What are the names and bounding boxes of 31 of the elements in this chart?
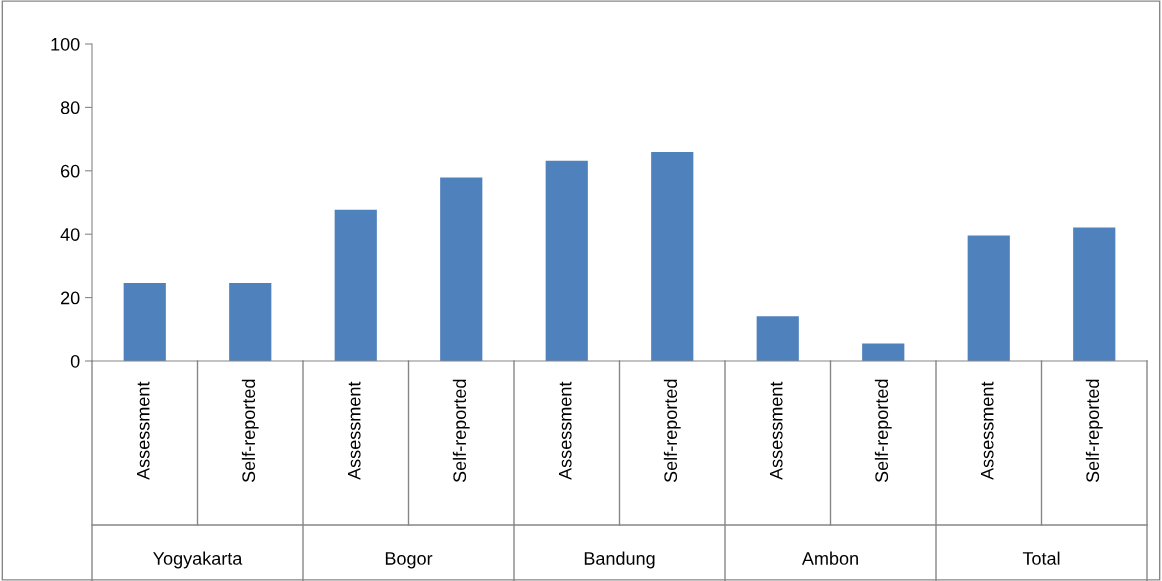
x-tick-label: Assessment xyxy=(137,381,150,480)
x-tick-label: Assessment xyxy=(348,381,361,480)
bar xyxy=(440,177,483,361)
x-tick-label: Self-reported xyxy=(1085,379,1103,483)
x-tick-label: Assessment xyxy=(559,381,572,480)
x-tick-label: Assessment xyxy=(981,381,994,480)
y-tick-label: 100 xyxy=(51,37,80,51)
bar xyxy=(756,316,799,361)
bar xyxy=(229,283,272,361)
y-tick-label: 40 xyxy=(60,228,80,241)
x-tick-label: Self-reported xyxy=(663,379,681,483)
bar xyxy=(123,283,166,361)
bar xyxy=(967,235,1010,361)
bar xyxy=(545,160,588,361)
x-tick-label: Self-reported xyxy=(452,379,470,483)
text: Ambon xyxy=(801,551,858,565)
bar xyxy=(651,152,694,361)
x-tick-label: Self-reported xyxy=(241,379,259,483)
bar xyxy=(334,209,377,361)
text: Bogor xyxy=(385,552,433,569)
text: Bandung xyxy=(584,551,655,569)
text: Total xyxy=(1022,551,1060,565)
text: Yogyakarta xyxy=(153,551,243,569)
bar xyxy=(862,343,905,361)
y-tick-label: 20 xyxy=(61,291,80,305)
x-tick-label: Assessment xyxy=(770,381,783,480)
bar xyxy=(1073,227,1116,361)
y-tick-label: 0 xyxy=(70,354,80,368)
y-tick-label: 80 xyxy=(60,101,80,115)
x-tick-label: Self-reported xyxy=(874,379,892,483)
y-tick-label: 60 xyxy=(61,164,80,178)
